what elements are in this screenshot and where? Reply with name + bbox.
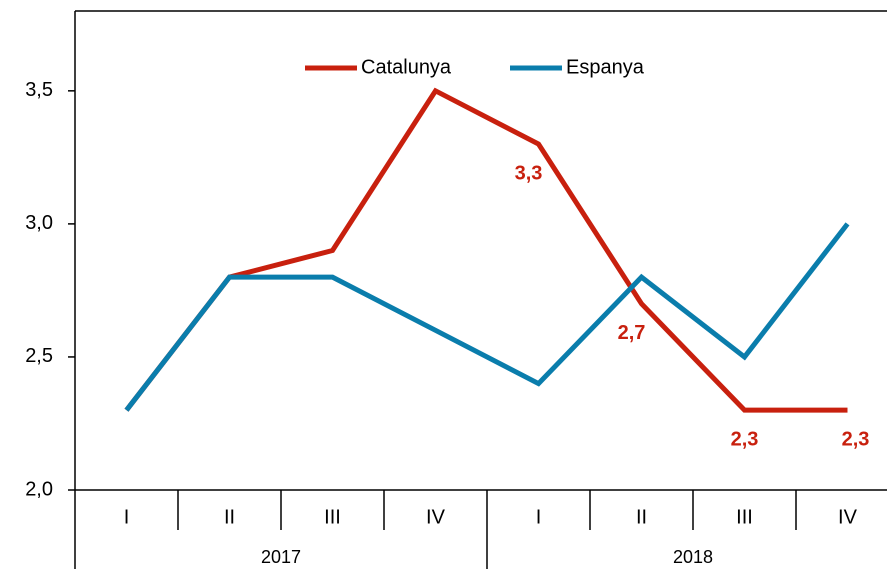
data-label: 2,3 — [842, 428, 870, 450]
x-tick-label: III — [324, 506, 341, 528]
data-label: 2,3 — [731, 428, 759, 450]
x-tick-label: IV — [426, 506, 446, 528]
y-tick-label: 3,5 — [25, 79, 53, 101]
x-tick-label: II — [224, 506, 235, 528]
y-tick-label: 3,0 — [25, 212, 53, 234]
group-label: 2017 — [261, 547, 301, 567]
y-tick-label: 2,0 — [25, 478, 53, 500]
x-tick-label: I — [536, 506, 542, 528]
x-tick-label: IV — [838, 506, 858, 528]
legend-label: Catalunya — [361, 56, 452, 78]
x-tick-label: II — [636, 506, 647, 528]
data-label: 3,3 — [515, 162, 543, 184]
x-tick-label: I — [124, 506, 130, 528]
x-tick-label: III — [736, 506, 753, 528]
series-line — [124, 222, 850, 412]
y-tick-label: 2,5 — [25, 345, 53, 367]
data-label: 2,7 — [618, 322, 646, 344]
group-label: 2018 — [673, 547, 713, 567]
legend-label: Espanya — [566, 56, 645, 78]
series-line — [124, 87, 848, 413]
